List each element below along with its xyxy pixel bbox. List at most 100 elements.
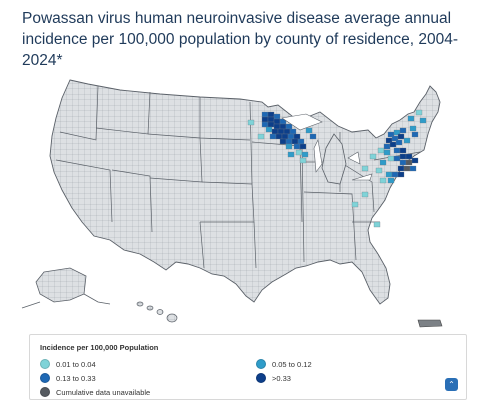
legend-item-range-2: 0.05 to 0.12 — [256, 359, 312, 369]
state-border — [253, 221, 257, 269]
county-range-2 — [285, 143, 293, 150]
legend-label: 0.01 to 0.04 — [56, 359, 96, 369]
county-range-1 — [299, 157, 307, 164]
us-county-map — [0, 72, 500, 334]
map-legend: Incidence per 100,000 Population 0.01 to… — [29, 334, 467, 400]
county-range-2 — [301, 151, 309, 158]
county-unavailable — [405, 159, 413, 166]
state-border — [200, 181, 255, 223]
county-range-3 — [399, 127, 407, 134]
state-border — [199, 221, 205, 269]
county-range-4 — [279, 123, 287, 130]
county-range-2 — [379, 159, 387, 166]
county-range-1 — [247, 119, 255, 126]
michigan-lower — [321, 133, 347, 185]
state-border — [303, 191, 357, 261]
legend-label: 0.05 to 0.12 — [272, 359, 312, 369]
county-range-3 — [289, 128, 297, 135]
county-range-1 — [361, 165, 369, 172]
hawaii-island — [156, 309, 164, 315]
county-range-3 — [393, 147, 401, 154]
county-range-1 — [295, 149, 303, 156]
state-border — [301, 145, 305, 263]
county-range-2 — [403, 137, 411, 144]
county-range-3 — [391, 171, 399, 178]
county-range-3 — [261, 111, 269, 118]
county-range-4 — [405, 153, 413, 160]
county-range-1 — [369, 153, 377, 160]
legend-label: Cumulative data unavailable — [56, 387, 151, 397]
legend-item-range-1: 0.01 to 0.04 — [40, 359, 96, 369]
hawaii-island — [146, 305, 154, 311]
county-range-4 — [273, 123, 281, 130]
county-range-2 — [409, 125, 417, 132]
county-range-4 — [283, 128, 291, 135]
county-range-3 — [261, 121, 269, 128]
county-range-1 — [351, 201, 359, 208]
legend-label: >0.33 — [272, 373, 291, 383]
county-range-4 — [411, 157, 419, 164]
county-range-1 — [415, 109, 423, 116]
county-range-2 — [387, 177, 395, 184]
lake-huron — [347, 151, 361, 165]
county-range-4 — [261, 116, 269, 123]
county-range-4 — [267, 116, 275, 123]
county-range-2 — [383, 149, 391, 156]
legend-item-range-3: 0.13 to 0.33 — [40, 373, 96, 383]
county-range-3 — [409, 165, 417, 172]
county-unavailable — [403, 165, 411, 172]
legend-swatch — [40, 387, 50, 397]
county-range-1 — [375, 167, 383, 174]
state-border — [371, 181, 375, 213]
map-svg — [21, 79, 443, 328]
county-range-3 — [285, 138, 293, 145]
alaska — [21, 267, 111, 309]
county-range-2 — [265, 126, 273, 133]
county-range-1 — [379, 177, 387, 184]
great-lakes — [281, 113, 373, 181]
legend-item-unavailable: Cumulative data unavailable — [40, 387, 150, 397]
county-range-3 — [273, 113, 281, 120]
county-range-4 — [389, 141, 397, 148]
county-range-2 — [287, 151, 295, 158]
county-range-3 — [293, 143, 301, 150]
county-range-3 — [395, 139, 403, 146]
legend-swatch — [256, 373, 266, 383]
page-title: Powassan virus human neuroinvasive disea… — [22, 10, 459, 69]
chevron-up-icon: ⌃ — [448, 380, 455, 389]
state-border — [111, 169, 153, 233]
county-range-4 — [277, 128, 285, 135]
county-range-3 — [309, 133, 317, 140]
contiguous-us — [49, 79, 441, 305]
county-range-1 — [377, 147, 385, 154]
county-range-4 — [291, 138, 299, 145]
county-range-2 — [385, 171, 393, 178]
county-range-4 — [397, 133, 405, 140]
county-range-4 — [399, 147, 407, 154]
state-border — [59, 85, 99, 141]
county-range-1 — [387, 155, 395, 162]
county-range-1 — [361, 191, 369, 198]
hawaii-island — [166, 313, 178, 323]
legend-label: 0.13 to 0.33 — [56, 373, 96, 383]
county-range-2 — [305, 127, 313, 134]
us-outline — [49, 79, 441, 305]
county-range-4 — [275, 133, 283, 140]
state-border — [249, 101, 253, 185]
county-range-3 — [393, 155, 401, 162]
county-range-4 — [273, 118, 281, 125]
county-range-2 — [419, 117, 427, 124]
puerto-rico — [417, 319, 443, 328]
legend-swatch — [256, 359, 266, 369]
county-range-4 — [397, 171, 405, 178]
county-range-4 — [299, 143, 307, 150]
incidence-counties — [247, 109, 427, 228]
county-range-3 — [399, 159, 407, 166]
county-range-3 — [269, 133, 277, 140]
state-border — [55, 159, 113, 223]
legend-item-range-4: >0.33 — [256, 373, 291, 383]
scroll-top-button[interactable]: ⌃ — [445, 378, 458, 391]
legend-swatch — [40, 359, 50, 369]
state-border — [199, 97, 251, 141]
county-range-3 — [285, 123, 293, 130]
